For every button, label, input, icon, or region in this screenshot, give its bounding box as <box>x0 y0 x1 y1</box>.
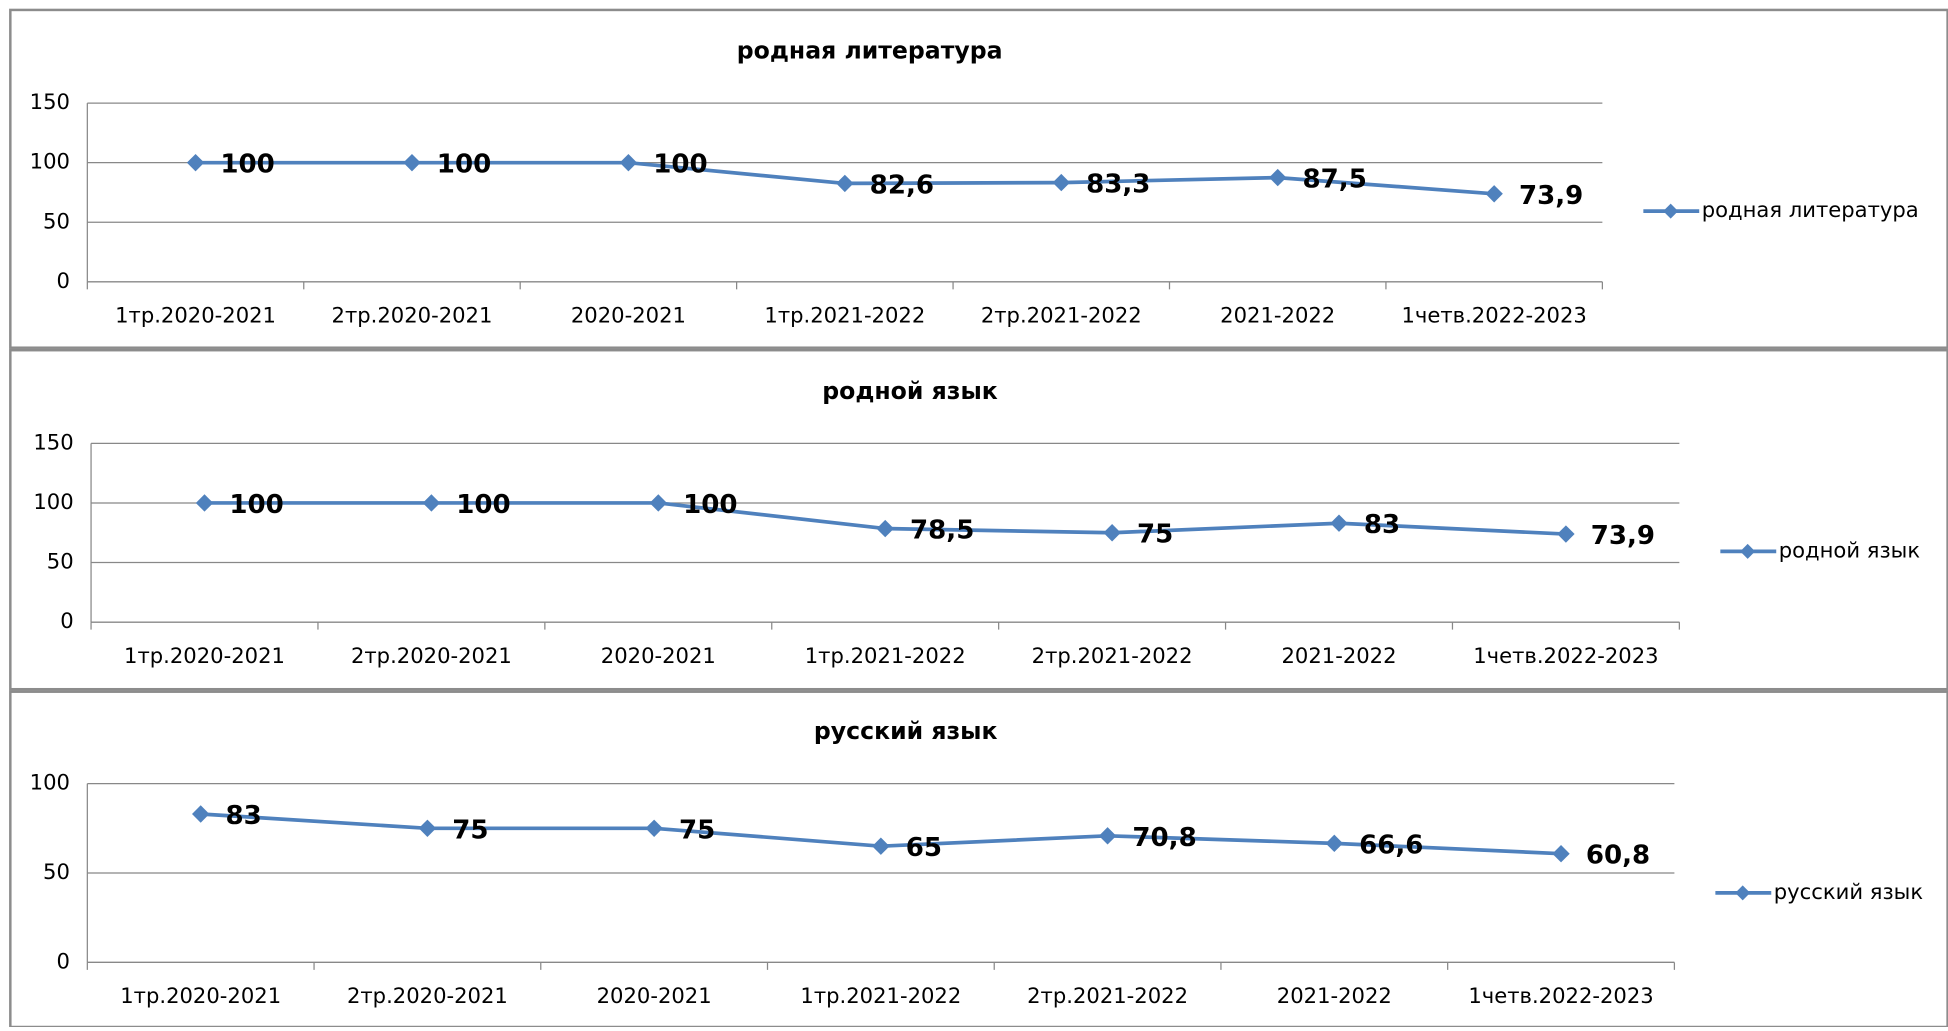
x-tick-label: 2тр.2021-2022 <box>981 303 1142 328</box>
x-tick-label: 1четв.2022-2023 <box>1473 643 1658 668</box>
point <box>872 837 890 855</box>
x-tick-label: 1тр.2020-2021 <box>124 643 285 668</box>
point <box>1269 168 1287 187</box>
point <box>876 519 894 538</box>
point <box>1485 185 1503 203</box>
point <box>403 153 421 172</box>
point <box>1103 524 1121 542</box>
x-tick-label: 1тр.2021-2022 <box>800 983 961 1008</box>
data-label: 78,5 <box>910 516 974 546</box>
x-tick-label: 2021-2022 <box>1281 643 1396 668</box>
x-tick-label: 2тр.2021-2022 <box>1027 983 1188 1008</box>
data-label: 73,9 <box>1591 521 1655 551</box>
point <box>1052 173 1070 192</box>
x-tick-label: 2020-2021 <box>601 643 716 668</box>
y-tick-label: 100 <box>30 770 70 795</box>
y-tick-label: 0 <box>57 948 70 973</box>
x-tick-label: 1тр.2020-2021 <box>120 983 281 1008</box>
legend-label: родная литература <box>1702 197 1919 222</box>
point <box>1098 827 1117 845</box>
point <box>1325 834 1344 853</box>
point <box>191 805 210 823</box>
data-label: 75 <box>1137 520 1173 550</box>
legend-label: родной язык <box>1779 537 1921 562</box>
data-label: 60,8 <box>1586 841 1650 871</box>
legend-marker <box>1740 543 1756 559</box>
x-tick-label: 2тр.2020-2021 <box>347 983 508 1008</box>
legend-label: русский язык <box>1774 879 1924 904</box>
x-tick-label: 2021-2022 <box>1277 983 1392 1008</box>
chart-title: родной язык <box>822 377 998 405</box>
legend-marker <box>1735 885 1751 901</box>
data-label: 100 <box>683 490 737 520</box>
data-label: 75 <box>452 815 488 845</box>
data-label: 83,3 <box>1086 170 1150 200</box>
x-tick-label: 1четв.2022-2023 <box>1401 303 1586 328</box>
point <box>418 819 437 837</box>
y-tick-label: 0 <box>57 268 70 293</box>
chart-title: русский язык <box>814 717 998 745</box>
point <box>1330 514 1348 532</box>
x-tick-label: 1тр.2021-2022 <box>805 643 966 668</box>
x-tick-label: 2020-2021 <box>597 983 712 1008</box>
chart-title: родная литература <box>737 37 1003 65</box>
point <box>195 494 214 512</box>
data-label: 100 <box>653 150 707 180</box>
y-tick-label: 50 <box>43 208 70 233</box>
y-tick-label: 150 <box>30 89 70 114</box>
x-tick-label: 2тр.2021-2022 <box>1032 643 1193 668</box>
x-tick-label: 2тр.2020-2021 <box>351 643 512 668</box>
data-label: 65 <box>906 833 942 863</box>
y-tick-label: 0 <box>60 608 73 633</box>
data-label: 75 <box>679 815 715 845</box>
point <box>422 494 441 512</box>
point <box>649 494 667 512</box>
data-label: 83 <box>1364 510 1400 540</box>
point <box>1557 525 1575 543</box>
point <box>1552 845 1570 863</box>
x-tick-label: 2тр.2020-2021 <box>332 303 493 328</box>
point <box>619 153 638 172</box>
data-label: 100 <box>220 150 274 180</box>
point <box>186 153 205 172</box>
legend-marker <box>1663 203 1679 219</box>
point <box>836 174 854 193</box>
y-tick-label: 100 <box>33 489 73 514</box>
x-tick-label: 1четв.2022-2023 <box>1468 983 1653 1008</box>
x-tick-label: 2020-2021 <box>571 303 686 328</box>
x-tick-label: 2021-2022 <box>1220 303 1335 328</box>
y-tick-label: 100 <box>30 149 70 174</box>
point <box>645 819 663 837</box>
x-tick-label: 1тр.2021-2022 <box>764 303 925 328</box>
data-label: 83 <box>226 801 262 831</box>
x-tick-label: 1тр.2020-2021 <box>115 303 276 328</box>
data-label: 100 <box>456 490 510 520</box>
y-tick-label: 50 <box>43 859 70 884</box>
data-label: 73,9 <box>1519 181 1583 211</box>
data-label: 100 <box>229 490 283 520</box>
y-tick-label: 150 <box>33 429 73 454</box>
data-label: 70,8 <box>1132 823 1196 853</box>
data-label: 87,5 <box>1303 165 1367 195</box>
y-tick-label: 50 <box>47 549 74 574</box>
data-label: 100 <box>437 150 491 180</box>
data-label: 66,6 <box>1359 830 1423 860</box>
data-label: 82,6 <box>870 170 934 200</box>
